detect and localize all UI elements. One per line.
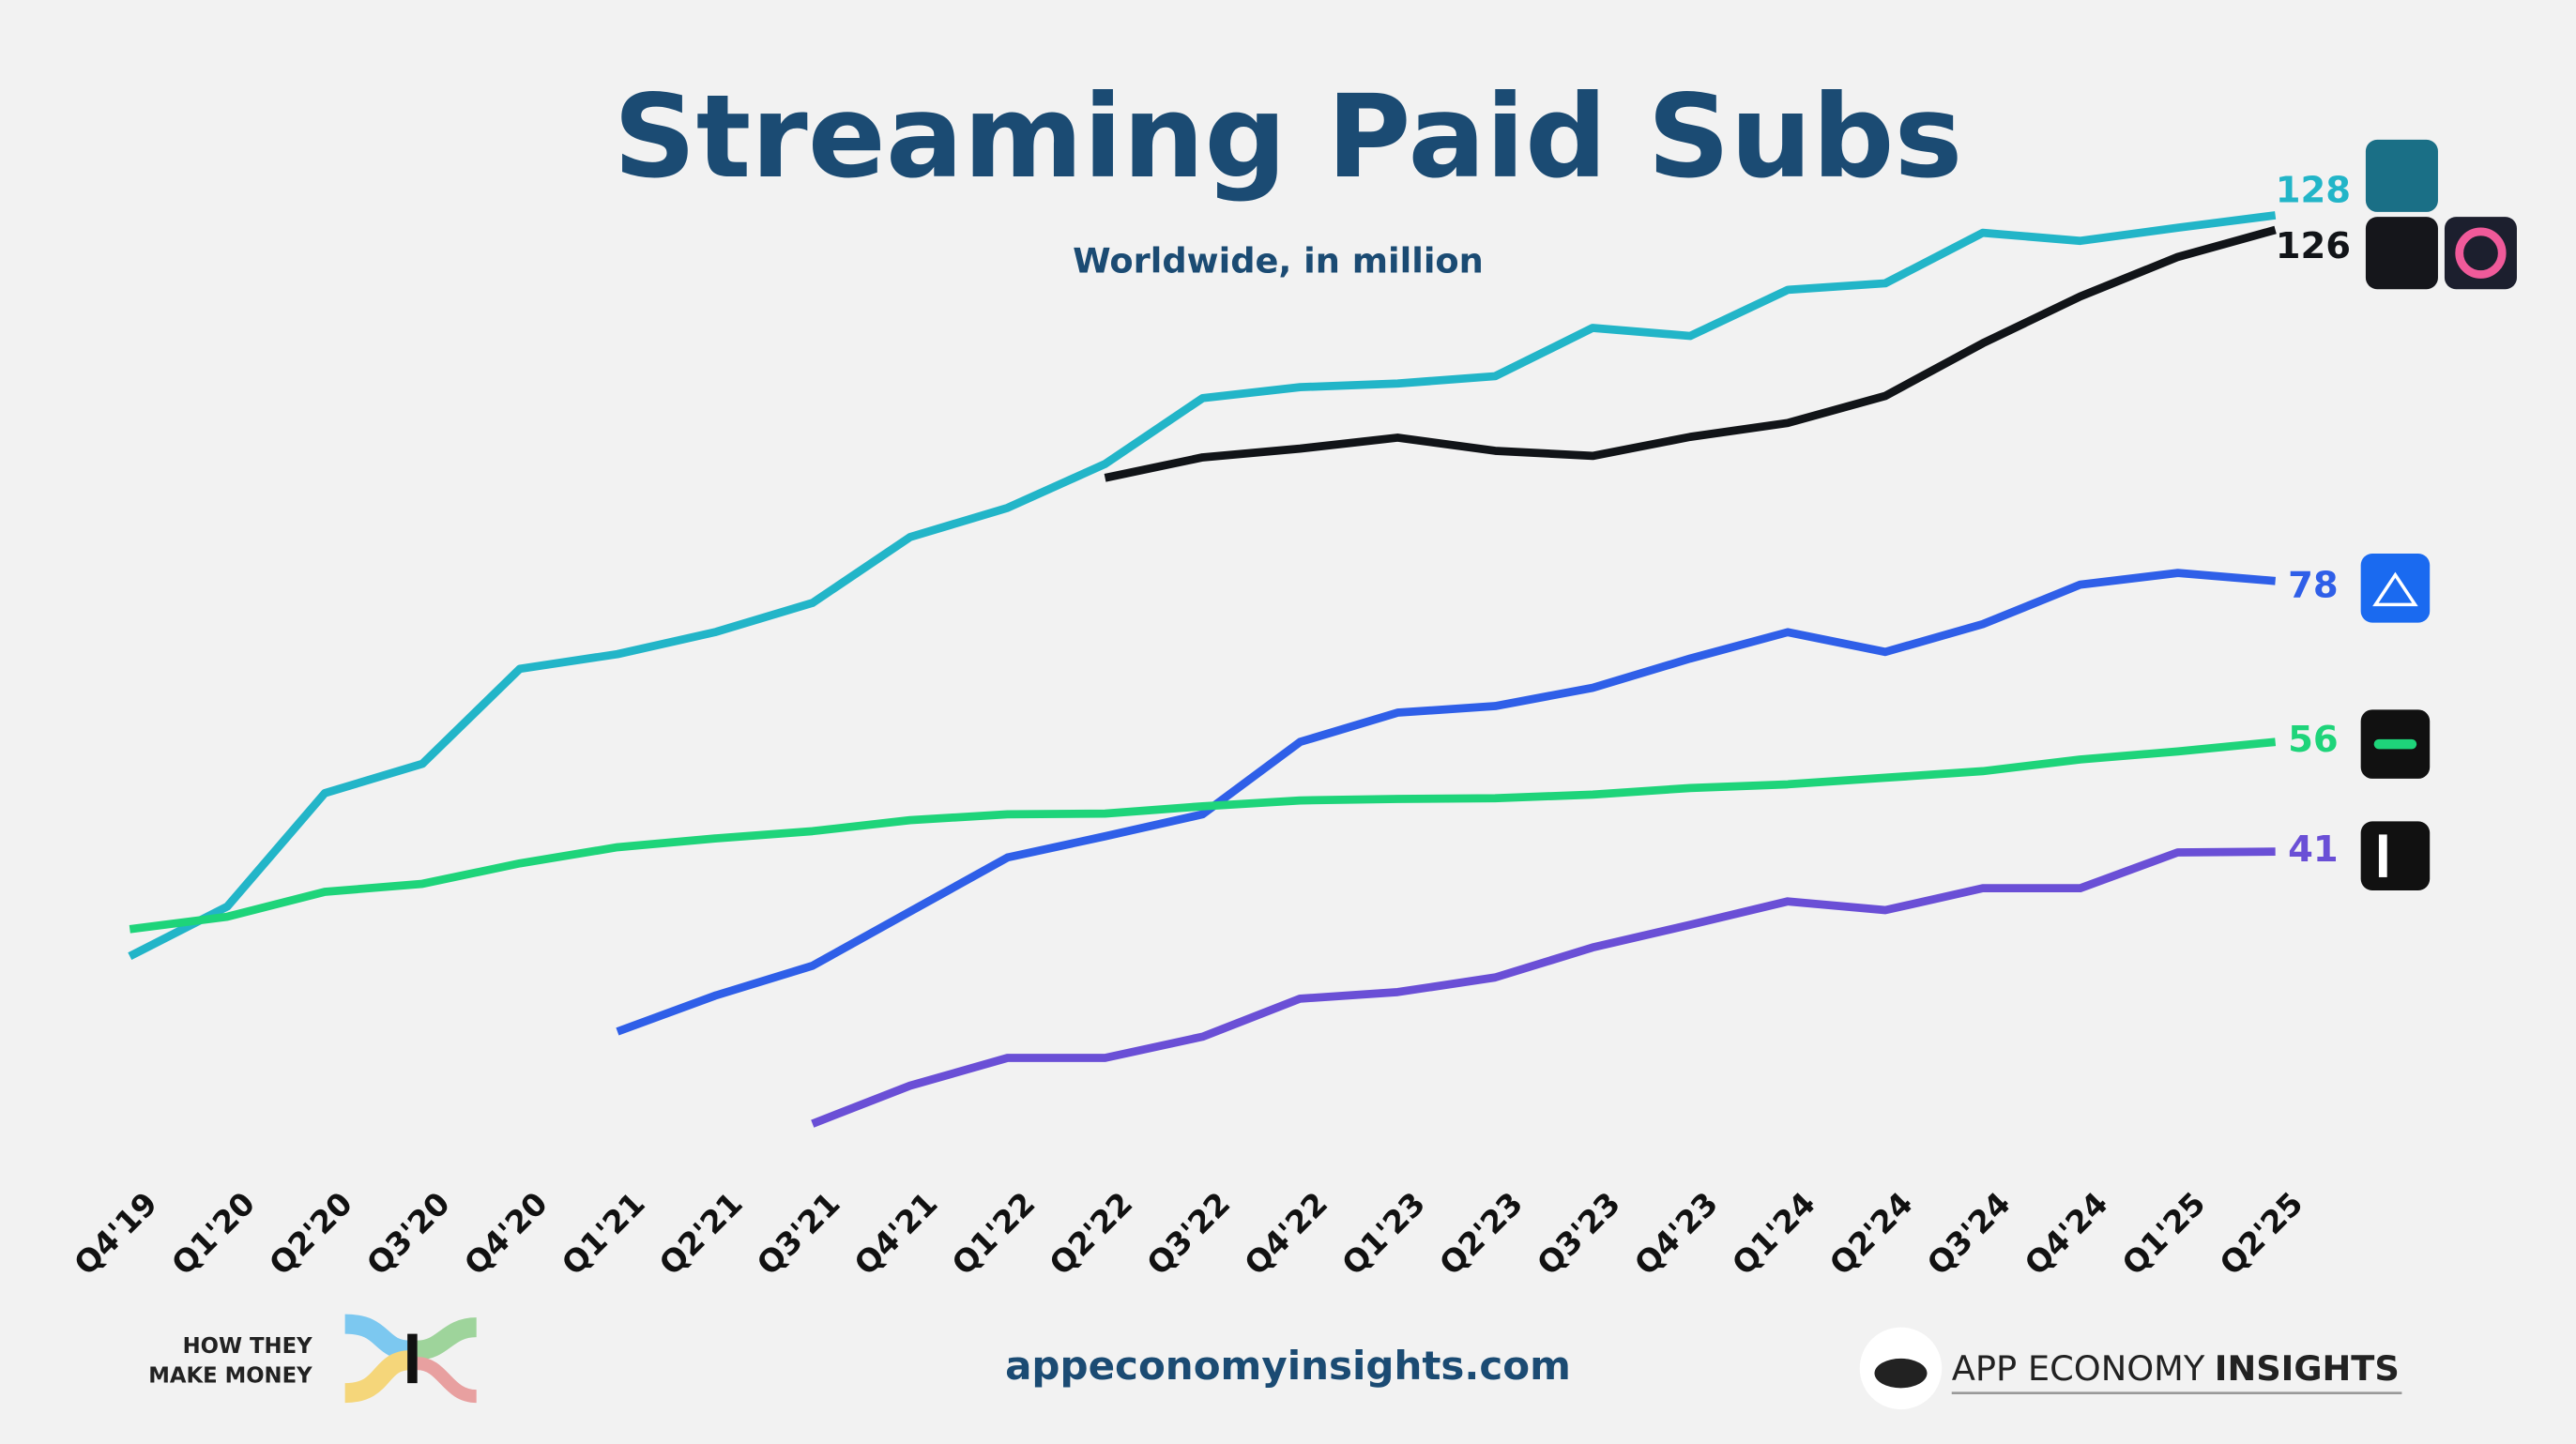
footer-brand-right: APP ECONOMY INSIGHTS <box>1952 1348 2400 1389</box>
chart-title: Streaming Paid Subs <box>613 69 1962 204</box>
logo-glyph <box>2455 227 2507 279</box>
end-label: 126 <box>2276 225 2351 267</box>
logo <box>2360 554 2431 623</box>
footer-brand-left: MAKE MONEY <box>148 1364 312 1389</box>
end-label: 41 <box>2288 828 2339 871</box>
logo <box>2360 821 2431 890</box>
logo-glyph <box>2372 571 2418 607</box>
logo <box>2365 217 2438 290</box>
series-line <box>811 847 2276 1128</box>
logo-glyph <box>2373 738 2417 750</box>
chart-subtitle: Worldwide, in million <box>1073 241 1484 281</box>
end-label: 56 <box>2288 719 2339 761</box>
logo <box>2365 139 2438 212</box>
footer-brand-right-a: APP ECONOMY <box>1952 1348 2205 1389</box>
series-line <box>128 211 2277 961</box>
logos <box>2360 139 2517 890</box>
footer-website: appeconomyinsights.com <box>1005 1343 1571 1389</box>
footer-left-icon <box>343 1314 478 1404</box>
series-line <box>616 569 2276 1036</box>
footer-brand-right-b: INSIGHTS <box>2215 1348 2400 1389</box>
logo <box>2444 217 2517 290</box>
footer-right-icon <box>1874 1358 1928 1389</box>
series-line <box>1104 225 2277 482</box>
logo-glyph <box>2378 834 2387 877</box>
series-line <box>129 737 2277 934</box>
end-label: 128 <box>2276 169 2351 211</box>
end-label: 78 <box>2288 565 2339 607</box>
footer-brand-left: HOW THEY <box>183 1334 312 1359</box>
